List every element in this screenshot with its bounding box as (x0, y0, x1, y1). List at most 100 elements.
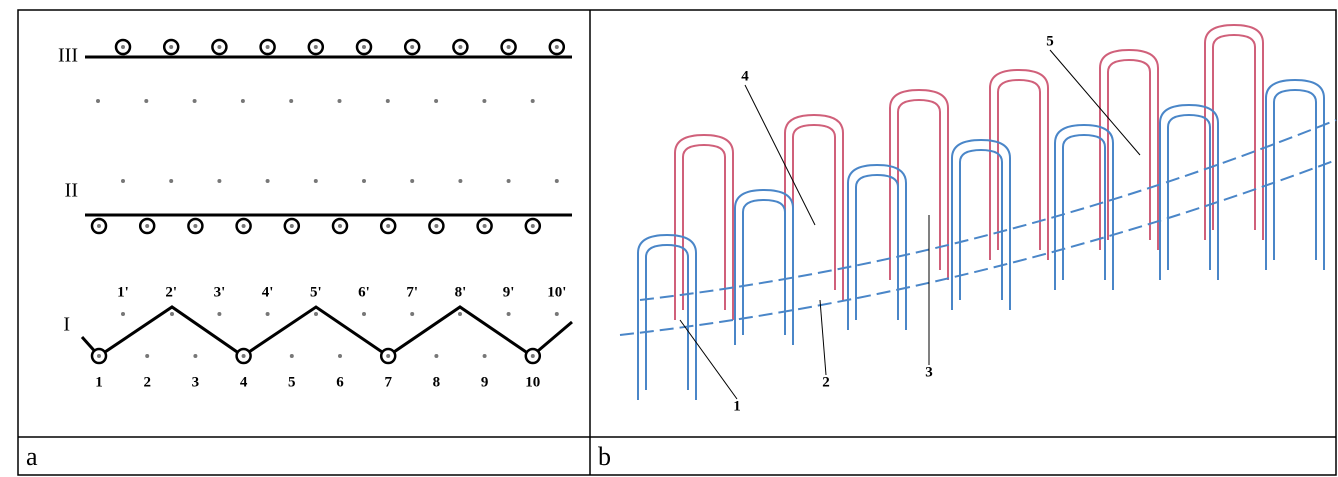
needle-dot (240, 99, 245, 103)
needle-dot (97, 224, 101, 228)
needle-dot (434, 224, 439, 228)
needle-label: 2' (165, 284, 177, 300)
needle-dot (362, 45, 366, 49)
needle-dot (241, 224, 246, 228)
stitch-loop (989, 68, 1049, 260)
needle-dot (506, 179, 511, 183)
needle-label: 5' (310, 284, 322, 300)
needle-dot (554, 45, 559, 49)
needle-dot (217, 312, 222, 316)
needle-dot (482, 99, 487, 103)
needle-label: 1 (95, 374, 103, 390)
needle-label: 6' (358, 284, 370, 300)
stitch-loop (734, 188, 794, 345)
leader-line (819, 299, 827, 376)
needle-dot (530, 354, 535, 358)
needle-dot (337, 99, 342, 103)
part-label: 4 (741, 68, 749, 84)
stitch-loop (847, 163, 907, 330)
needle-dot (121, 312, 125, 316)
needle-dot (434, 354, 439, 358)
needle-dot (145, 354, 150, 358)
stitch-loop (1099, 48, 1159, 250)
sinker-loop (619, 159, 1337, 336)
needle-dot (554, 312, 559, 316)
needle-label: 9 (481, 374, 489, 390)
needle-dot (530, 224, 535, 228)
needle-dot (410, 45, 415, 49)
stitch-loop (1204, 23, 1264, 240)
needle-label: 3' (214, 284, 226, 300)
stitch-loop (889, 88, 949, 280)
needle-dot (96, 99, 100, 103)
needle-label: 4' (262, 284, 274, 300)
needle-dot (338, 224, 342, 228)
needle-dot (265, 179, 270, 183)
needle-dot (192, 99, 197, 103)
needle-dot (338, 354, 342, 358)
needle-dot (506, 45, 511, 49)
sinker-loop (639, 119, 1337, 301)
yarn-path (80, 305, 573, 358)
needle-dot (193, 224, 198, 228)
needle-dot (385, 99, 390, 103)
needle-dot (410, 179, 415, 183)
needle-label: 1' (117, 284, 129, 300)
stitch-loop (1159, 103, 1219, 280)
needle-label: 3 (192, 374, 200, 390)
needle-dot (458, 179, 463, 183)
needle-label: 10' (547, 284, 566, 300)
needle-label: 8' (455, 284, 467, 300)
row-label: I (63, 314, 70, 336)
needle-dot (170, 312, 174, 316)
caption: a (26, 442, 38, 471)
needle-dot (193, 354, 198, 358)
caption: b (598, 442, 611, 471)
stitch-loop (1265, 78, 1325, 270)
needle-dot (410, 312, 415, 316)
needle-dot (362, 312, 366, 316)
needle-dot (145, 224, 150, 228)
stitch-loop (784, 113, 844, 300)
needle-label: 4 (240, 374, 248, 390)
row-label: III (58, 45, 78, 67)
part-label: 3 (925, 364, 933, 380)
needle-dot (289, 99, 294, 103)
leader-line (744, 84, 816, 226)
needle-dot (144, 99, 149, 103)
part-label: 2 (822, 374, 830, 390)
needle-label: 6 (336, 374, 344, 390)
needle-dot (482, 354, 487, 358)
stitch-loop (674, 133, 734, 320)
needle-dot (434, 99, 439, 103)
needle-dot (265, 312, 270, 316)
needle-dot (265, 45, 270, 49)
needle-dot (458, 312, 462, 316)
part-label: 5 (1046, 33, 1054, 49)
needle-label: 5 (288, 374, 296, 390)
needle-dot (530, 99, 535, 103)
needle-label: 2 (143, 374, 151, 390)
needle-dot (386, 224, 391, 228)
needle-dot (482, 224, 487, 228)
table-border (17, 9, 1337, 476)
needle-dot (386, 354, 391, 358)
needle-dot (97, 354, 101, 358)
needle-label: 7' (406, 284, 418, 300)
needle-dot (241, 354, 246, 358)
needle-dot (217, 179, 222, 183)
part-label: 1 (733, 398, 741, 414)
panel-b: 1 2 3 4 5 (619, 23, 1337, 414)
stitch-loop (1054, 123, 1114, 290)
needle-dot (289, 354, 294, 358)
row-label: II (65, 180, 78, 202)
needle-dot (314, 312, 318, 316)
leader-line (1049, 49, 1141, 156)
needle-dot (313, 45, 318, 49)
needle-dot (121, 179, 125, 183)
needle-dot (362, 179, 366, 183)
needle-dot (289, 224, 294, 228)
needle-label: 7 (384, 374, 392, 390)
needle-dot (169, 179, 174, 183)
